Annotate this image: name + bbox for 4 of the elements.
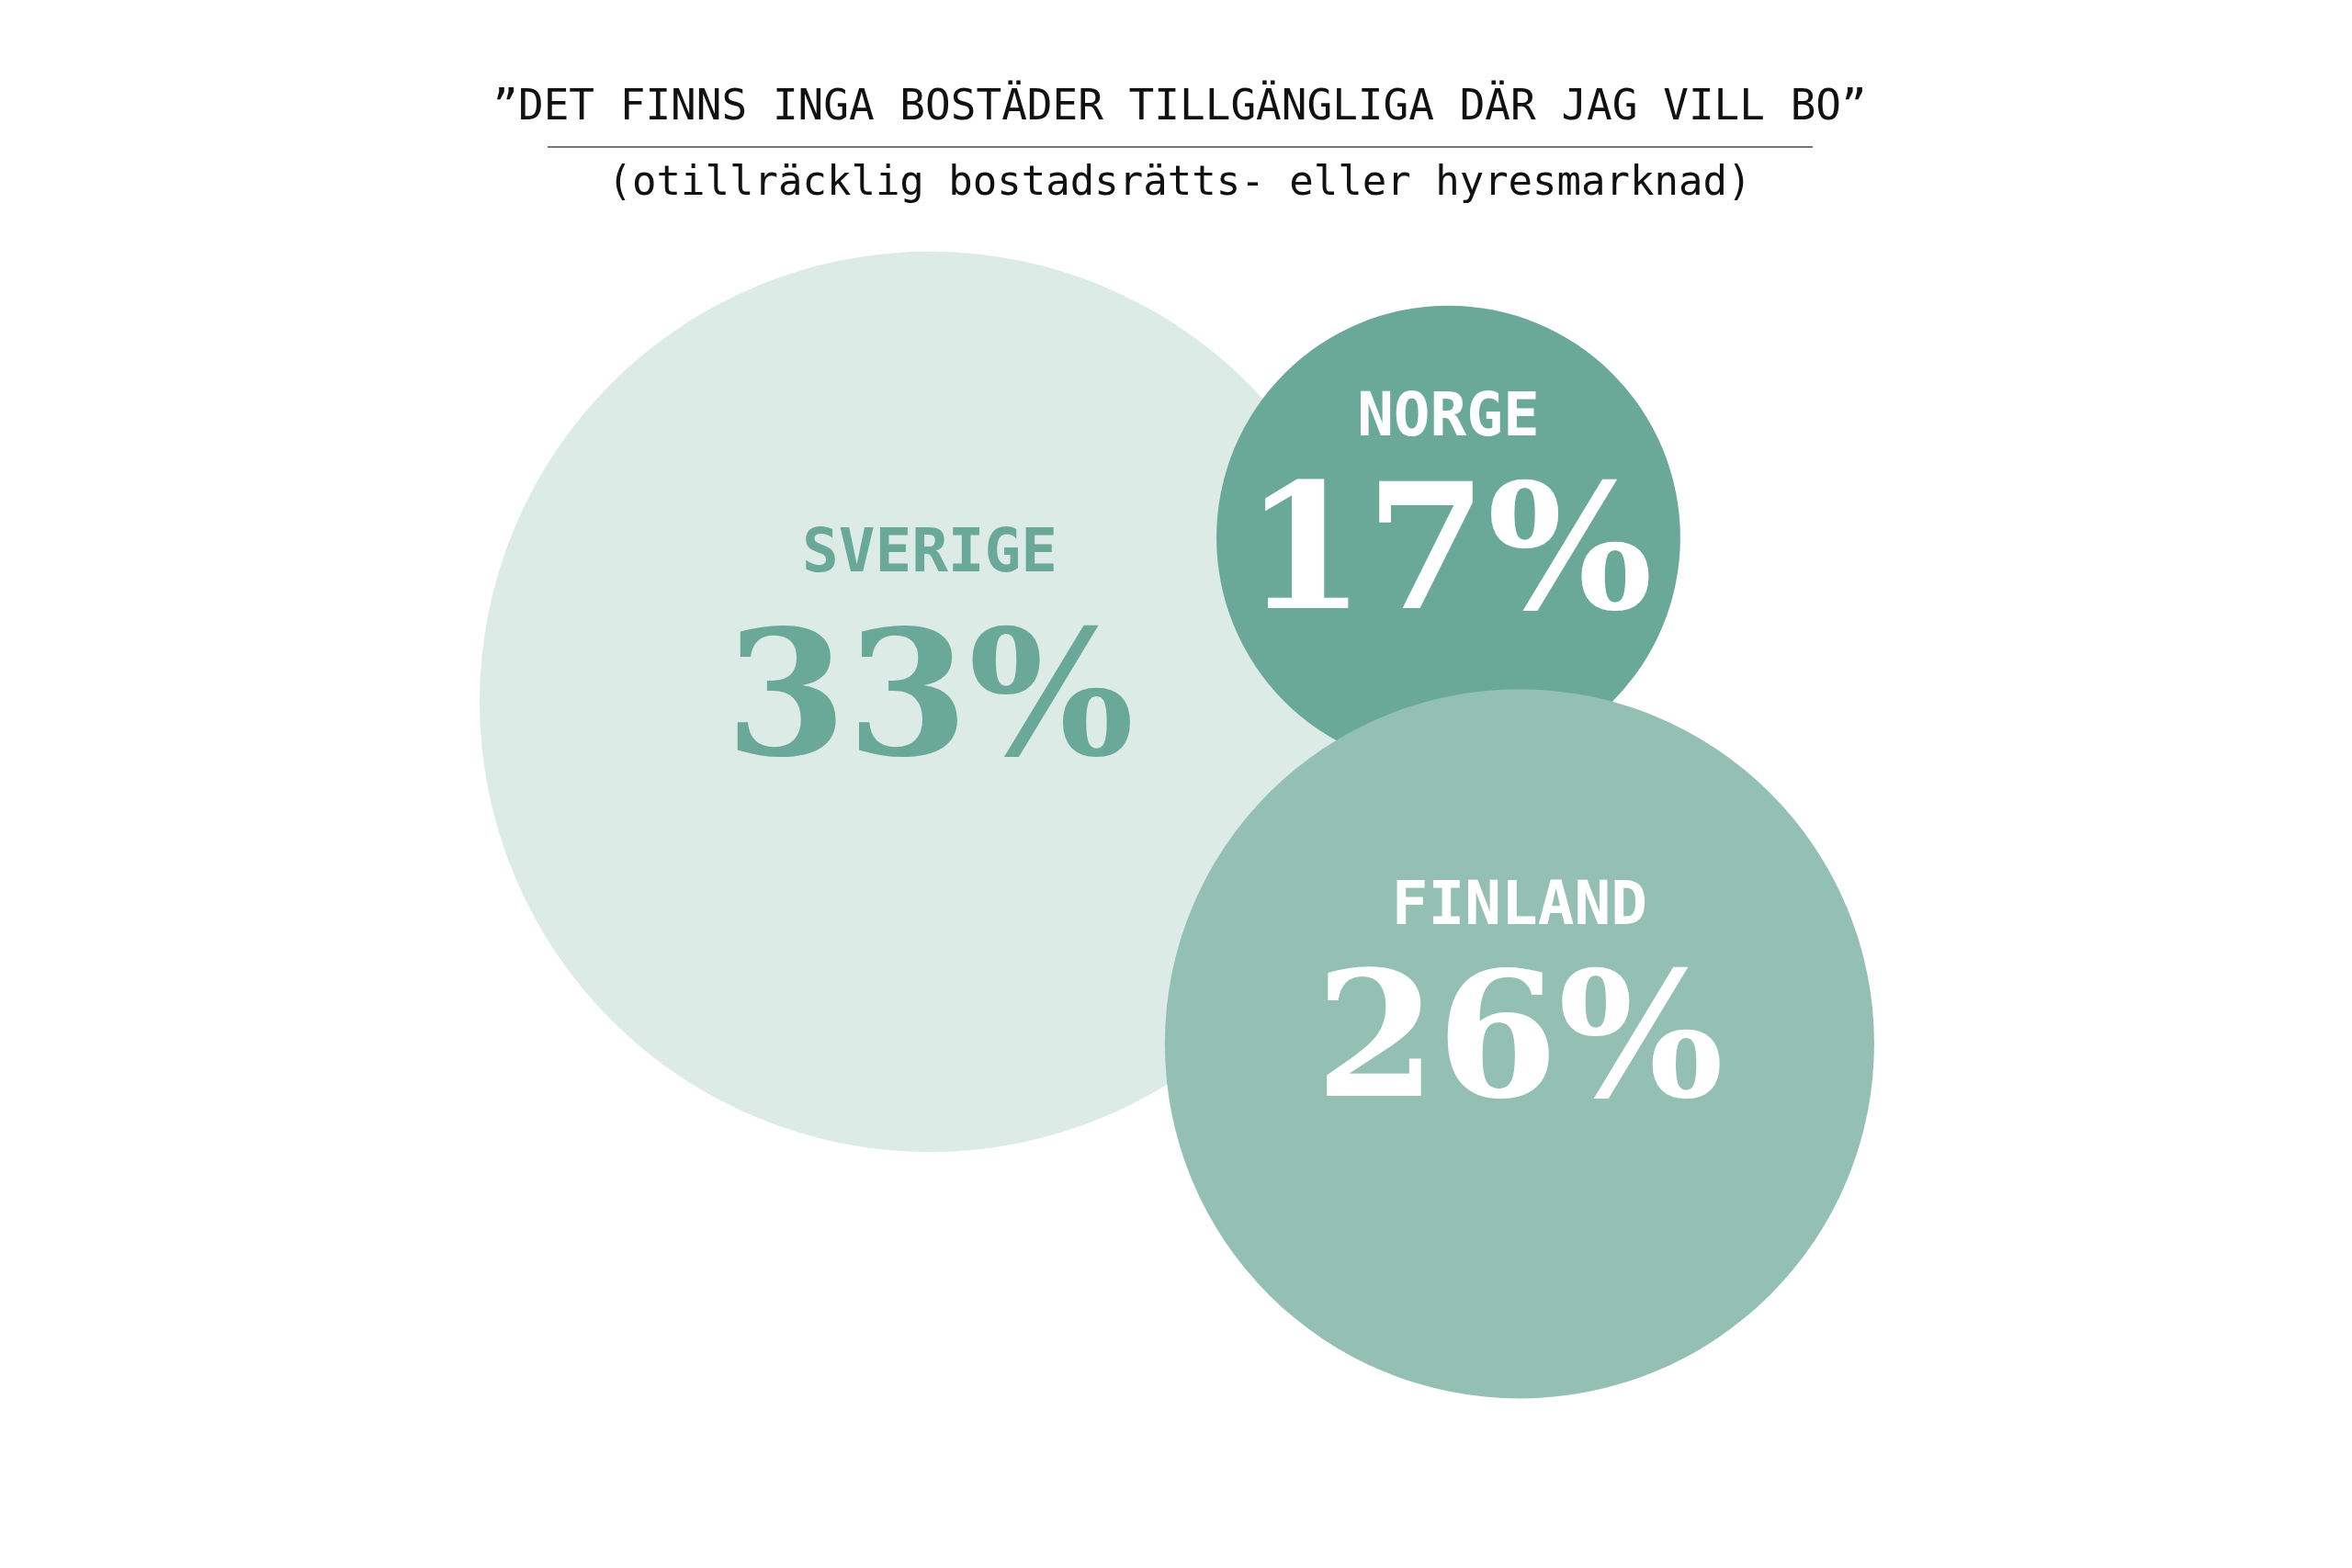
- data-label: 33%: [725, 591, 1135, 795]
- text: (otillräcklig bostadsrätts- eller hyresmarknad): [607, 157, 1752, 204]
- text: ”DET FINNS INGA BOSTÄDER TILLGÄNGLIGA DÄR JAG VILL BO”: [492, 80, 1867, 130]
- category-label: SVERIGE: [801, 515, 1058, 587]
